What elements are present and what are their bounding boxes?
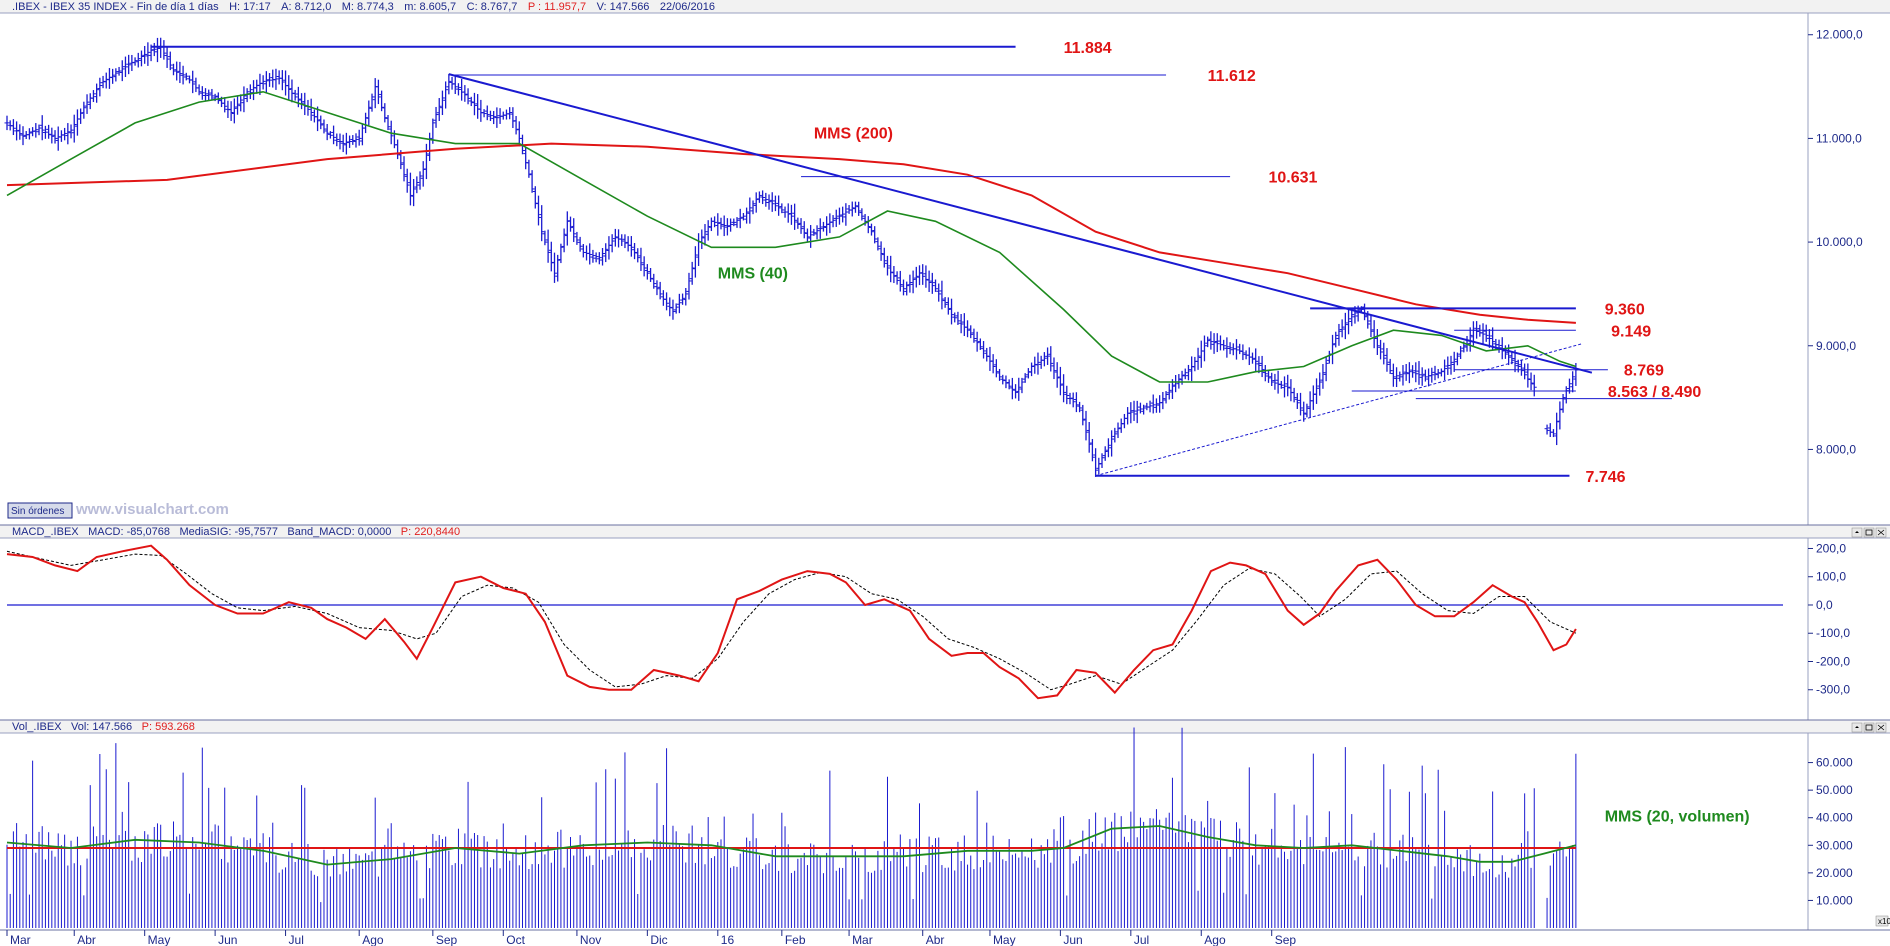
price-y-tick-label: 11.000,0 <box>1816 131 1862 145</box>
macd-band-value: Band_MACD: 0,0000 <box>287 526 391 538</box>
level-label: 11.884 <box>1064 40 1112 57</box>
price-y-tick-label: 8.000,0 <box>1816 442 1856 456</box>
x-tick-label: 16 <box>721 933 735 946</box>
volume-mms20-line <box>6 825 1577 866</box>
x-tick-label: Sep <box>1275 933 1297 946</box>
macd-header-bar <box>0 525 1890 538</box>
volume-y-tick-label: 30.000 <box>1816 838 1853 852</box>
mms40-line <box>6 90 1577 383</box>
price-max: M: 8.774,3 <box>342 1 394 13</box>
x-tick-label: May <box>993 933 1016 946</box>
volume-y-tick-label: 20.000 <box>1816 866 1853 880</box>
price-header-bar <box>0 0 1890 13</box>
x10-label: x10 <box>1878 917 1890 926</box>
orders-button-label: Sin órdenes <box>11 506 64 517</box>
macd-line <box>6 544 1577 700</box>
x-tick-label: Jun <box>218 933 237 946</box>
volume-label: Vol_.IBEX <box>12 721 62 733</box>
x-tick-label: Ago <box>362 933 384 946</box>
volume-y-tick-label: 60.000 <box>1816 756 1853 770</box>
x-tick-label: Feb <box>785 933 806 946</box>
level-label: 8.769 <box>1624 363 1664 380</box>
macd-y-tick-label: -300,0 <box>1816 683 1850 697</box>
x-tick-label: Jun <box>1063 933 1082 946</box>
price-volume: V: 147.566 <box>597 1 650 13</box>
level-label: 11.612 <box>1208 68 1256 85</box>
volume-mms20-annotation: MMS (20, volumen) <box>1605 809 1750 826</box>
price-symbol: .IBEX - IBEX 35 INDEX - Fin de día 1 día… <box>12 1 219 13</box>
level-label: 10.631 <box>1269 170 1318 187</box>
volume-header-bar <box>0 720 1890 733</box>
level-label: 8.563 / 8.490 <box>1608 384 1702 401</box>
volume-panel: MMS (20, volumen) <box>6 727 1750 928</box>
x-tick-label: Oct <box>506 933 525 946</box>
x-tick-label: Mar <box>852 933 873 946</box>
x-tick-label: Abr <box>926 933 945 946</box>
volume-p-value: P: 593.268 <box>142 721 195 733</box>
price-y-tick-label: 9.000,0 <box>1816 339 1856 353</box>
macd-header-text: MACD_.IBEX MACD: -85,0768 MediaSIG: -95,… <box>12 522 460 539</box>
price-y-tick-label: 10.000,0 <box>1816 235 1863 249</box>
level-label: 9.149 <box>1611 323 1651 340</box>
macd-signal-value: MediaSIG: -95,7577 <box>179 526 277 538</box>
mms200-annotation: MMS (200) <box>814 125 893 142</box>
x-tick-label: Dic <box>650 933 667 946</box>
price-a: A: 8.712,0 <box>281 1 331 13</box>
downtrend-line <box>448 73 1593 374</box>
price-p: P : 11.957,7 <box>528 1 586 13</box>
macd-panel <box>6 544 1783 700</box>
price-panel: 11.884 11.612 10.631 9.360 9.149 8.769 8.563 /… <box>4 37 1702 486</box>
macd-y-tick-label: 200,0 <box>1816 541 1846 555</box>
x-tick-label: Jul <box>289 933 304 946</box>
volume-maximize-icon[interactable] <box>1863 722 1875 733</box>
mms40-annotation: MMS (40) <box>718 265 788 282</box>
price-date: 22/06/2016 <box>660 1 715 13</box>
macd-value: MACD: -85,0768 <box>88 526 170 538</box>
mms200-line <box>6 142 1576 324</box>
uptrend-dashed-line <box>1095 343 1583 477</box>
x-tick-label: Ago <box>1204 933 1226 946</box>
price-header-text: .IBEX - IBEX 35 INDEX - Fin de día 1 día… <box>12 0 715 14</box>
price-window-controls[interactable]: x10 <box>1851 527 1890 927</box>
x-tick-label: Nov <box>580 933 601 946</box>
macd-y-tick-label: 100,0 <box>1816 570 1846 584</box>
macd-y-tick-label: 0,0 <box>1816 598 1833 612</box>
level-label: 7.746 <box>1585 469 1625 486</box>
volume-y-tick-label: 10.000 <box>1816 893 1853 907</box>
macd-y-tick-label: -200,0 <box>1816 654 1850 668</box>
x10-zoom-button[interactable] <box>1875 915 1889 927</box>
macd-label: MACD_.IBEX <box>12 526 79 538</box>
x-tick-label: Jul <box>1134 933 1149 946</box>
macd-y-tick-label: -100,0 <box>1816 626 1850 640</box>
macd-signal-line <box>6 550 1577 691</box>
volume-header-text: Vol_.IBEX Vol: 147.566 P: 593.268 <box>12 717 195 734</box>
volume-y-tick-label: 50.000 <box>1816 783 1853 797</box>
macd-maximize-icon[interactable] <box>1863 527 1875 538</box>
axes: 12.000,0 11.000,0 10.000,0 9.000,0 8.000,0 20… <box>6 28 1863 946</box>
price-min: m: 8.605,7 <box>404 1 456 13</box>
price-y-tick-label: 12.000,0 <box>1816 28 1863 42</box>
x-tick-label: May <box>148 933 171 946</box>
volume-y-tick-label: 40.000 <box>1816 811 1853 825</box>
level-label: 9.360 <box>1605 301 1645 318</box>
price-close: C: 8.767,7 <box>467 1 518 13</box>
orders-button[interactable] <box>7 502 73 519</box>
macd-p-value: P: 220,8440 <box>401 526 460 538</box>
x-tick-label: Abr <box>77 933 96 946</box>
price-h: H: 17:17 <box>229 1 271 13</box>
x-tick-label: Sep <box>436 933 458 946</box>
volume-value: Vol: 147.566 <box>71 721 132 733</box>
x-tick-label: Mar <box>10 933 31 946</box>
watermark: www.visualchart.com <box>75 501 229 518</box>
